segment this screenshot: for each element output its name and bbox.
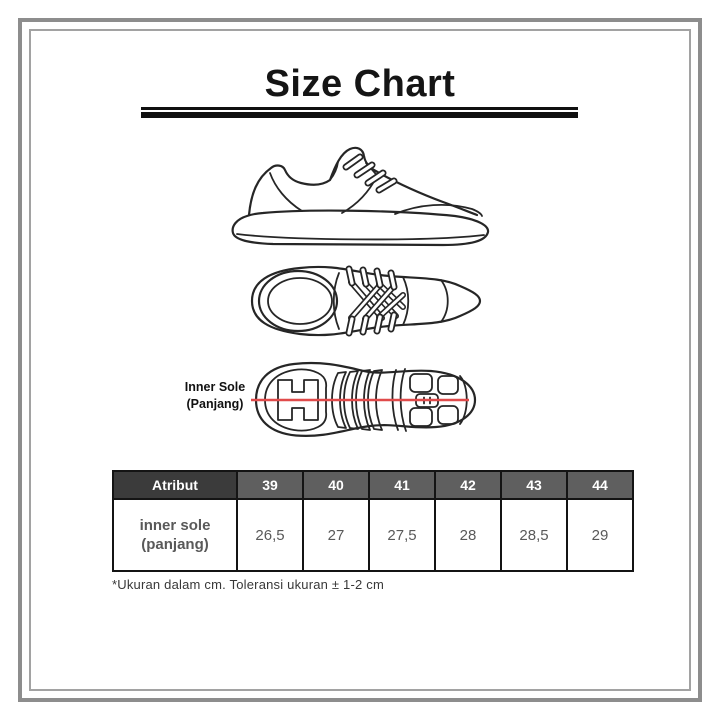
size-table: Atribut 39 40 41 42 43 44 inner sole (pa…: [112, 470, 634, 572]
header-size-40: 40: [302, 470, 370, 500]
header-size-41: 41: [368, 470, 436, 500]
header-size-43: 43: [500, 470, 568, 500]
value-size-42: 28: [434, 498, 502, 572]
divider-thick-line: [141, 112, 578, 118]
shoe-side-view-illustration: [231, 146, 490, 247]
inner-sole-label: Inner Sole (Panjang): [178, 379, 252, 413]
header-size-42: 42: [434, 470, 502, 500]
row-label-line2: (panjang): [141, 536, 209, 553]
value-size-43: 28,5: [500, 498, 568, 572]
inner-sole-row: inner sole (panjang) 26,5 27 27,5 28 28,…: [112, 498, 634, 572]
row-label-inner-sole: inner sole (panjang): [112, 498, 238, 572]
row-label-line1: inner sole: [139, 517, 211, 534]
shoe-sole-view-illustration: [251, 361, 477, 438]
value-size-39: 26,5: [236, 498, 304, 572]
header-size-39: 39: [236, 470, 304, 500]
inner-sole-label-line2: (Panjang): [186, 397, 244, 411]
value-size-40: 27: [302, 498, 370, 572]
footnote: *Ukuran dalam cm. Toleransi ukuran ± 1-2…: [112, 577, 384, 592]
header-atribut: Atribut: [112, 470, 238, 500]
title-divider: [141, 107, 578, 118]
inner-sole-label-line1: Inner Sole: [184, 380, 246, 394]
size-table-header-row: Atribut 39 40 41 42 43 44: [112, 470, 634, 500]
shoe-top-view-illustration: [250, 265, 482, 337]
divider-thin-line: [141, 107, 578, 110]
page-title: Size Chart: [264, 63, 456, 105]
header-size-44: 44: [566, 470, 634, 500]
value-size-44: 29: [566, 498, 634, 572]
value-size-41: 27,5: [368, 498, 436, 572]
